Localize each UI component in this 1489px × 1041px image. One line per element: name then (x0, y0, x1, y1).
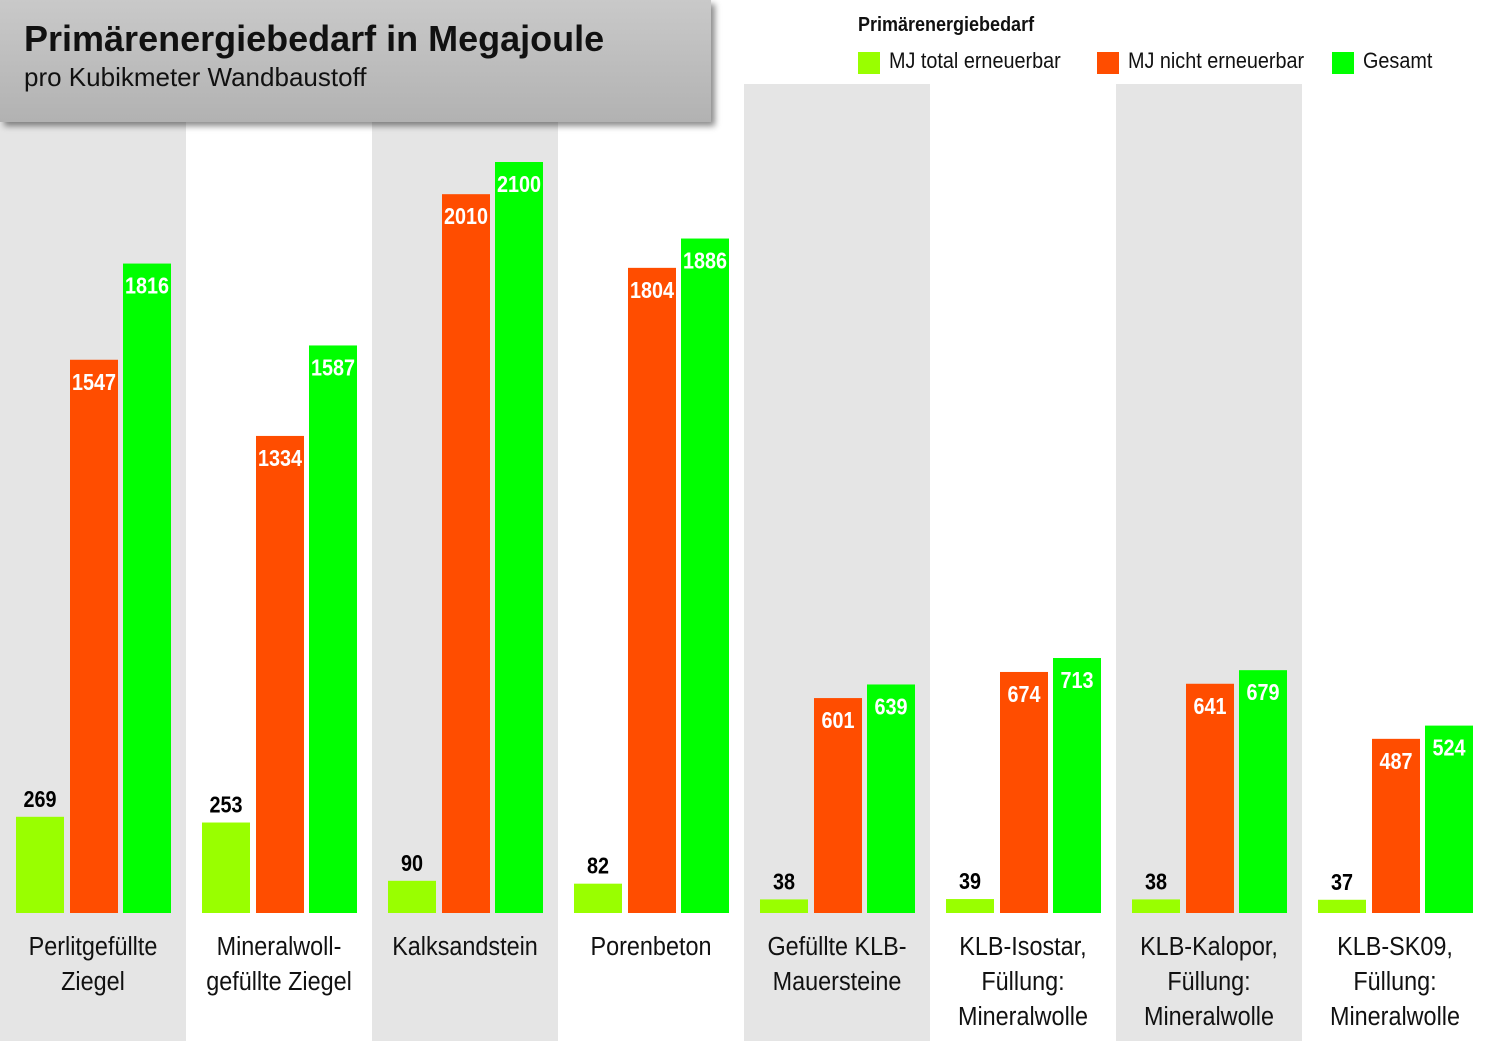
data-label: 713 (1061, 668, 1094, 694)
bar (256, 435, 304, 913)
legend-label-total: Gesamt (1363, 48, 1433, 73)
data-label: 1547 (72, 369, 116, 395)
data-label: 1804 (630, 277, 674, 303)
data-label: 641 (1194, 693, 1227, 719)
data-label: 39 (959, 869, 981, 895)
category-label: Mineralwoll- (217, 933, 342, 961)
data-label: 253 (210, 792, 243, 818)
bar (388, 880, 436, 913)
data-label: 487 (1380, 748, 1413, 774)
legend-swatch-total (1332, 52, 1354, 74)
data-label: 639 (875, 694, 908, 720)
data-label: 269 (24, 786, 57, 812)
data-label: 37 (1331, 869, 1353, 895)
category-label: Mineralwolle (1144, 1003, 1274, 1031)
category-label: Füllung: (1167, 968, 1250, 996)
data-label: 524 (1433, 735, 1466, 761)
bar (1132, 899, 1180, 913)
data-label: 1334 (258, 446, 302, 472)
bar (946, 899, 994, 913)
bar (309, 345, 357, 913)
category-label: Gefüllte KLB- (767, 933, 906, 961)
bar (1053, 658, 1101, 913)
bar (1239, 670, 1287, 913)
legend-swatch-nonrenewable (1097, 52, 1119, 74)
bar (1000, 671, 1048, 913)
category-label: Füllung: (981, 968, 1064, 996)
data-label: 601 (822, 708, 855, 734)
category-label: Mineralwolle (958, 1003, 1088, 1031)
bar (1372, 738, 1420, 913)
bar (574, 883, 622, 913)
bar (1186, 683, 1234, 913)
bar (70, 359, 118, 914)
category-label: Mauersteine (773, 968, 902, 996)
chart-title: Primärenergiebedarf in Megajoule (24, 18, 605, 59)
legend-label-renewable: MJ total erneuerbar (889, 48, 1061, 73)
bar (202, 822, 250, 913)
data-label: 38 (773, 869, 795, 895)
category-label: Kalksandstein (392, 933, 538, 961)
bar (681, 238, 729, 914)
category-label: Mineralwolle (1330, 1003, 1460, 1031)
category-label: Porenbeton (591, 933, 712, 961)
legend-label-nonrenewable: MJ nicht erneuerbar (1128, 48, 1305, 73)
bar (123, 263, 171, 913)
data-label: 1886 (683, 248, 727, 274)
data-label: 82 (587, 853, 609, 879)
bar (814, 698, 862, 913)
category-label: Perlitgefüllte (29, 933, 158, 961)
title-box: Primärenergiebedarf in Megajoule pro Kub… (0, 0, 711, 122)
data-label: 1816 (125, 273, 169, 299)
bar (1425, 725, 1473, 913)
data-label: 1587 (311, 355, 355, 381)
bar (16, 816, 64, 913)
bar (867, 684, 915, 913)
data-label: 2100 (497, 172, 541, 198)
data-label: 674 (1008, 682, 1041, 708)
category-label: KLB-Kalopor, (1140, 933, 1278, 961)
category-label: Ziegel (61, 968, 125, 996)
data-label: 90 (401, 850, 423, 876)
legend-title: Primärenergiebedarf (858, 14, 1035, 36)
bar (495, 162, 543, 913)
legend-swatch-renewable (858, 52, 880, 74)
data-label: 38 (1145, 869, 1167, 895)
bar (442, 194, 490, 913)
bar (628, 267, 676, 913)
category-label: gefüllte Ziegel (206, 968, 352, 996)
data-label: 2010 (444, 204, 488, 230)
category-label: KLB-Isostar, (959, 933, 1086, 961)
bar (1318, 899, 1366, 913)
data-label: 679 (1247, 680, 1280, 706)
category-label: KLB-SK09, (1337, 933, 1453, 961)
bar (760, 899, 808, 913)
chart-subtitle: pro Kubikmeter Wandbaustoff (24, 62, 367, 92)
category-label: Füllung: (1353, 968, 1436, 996)
